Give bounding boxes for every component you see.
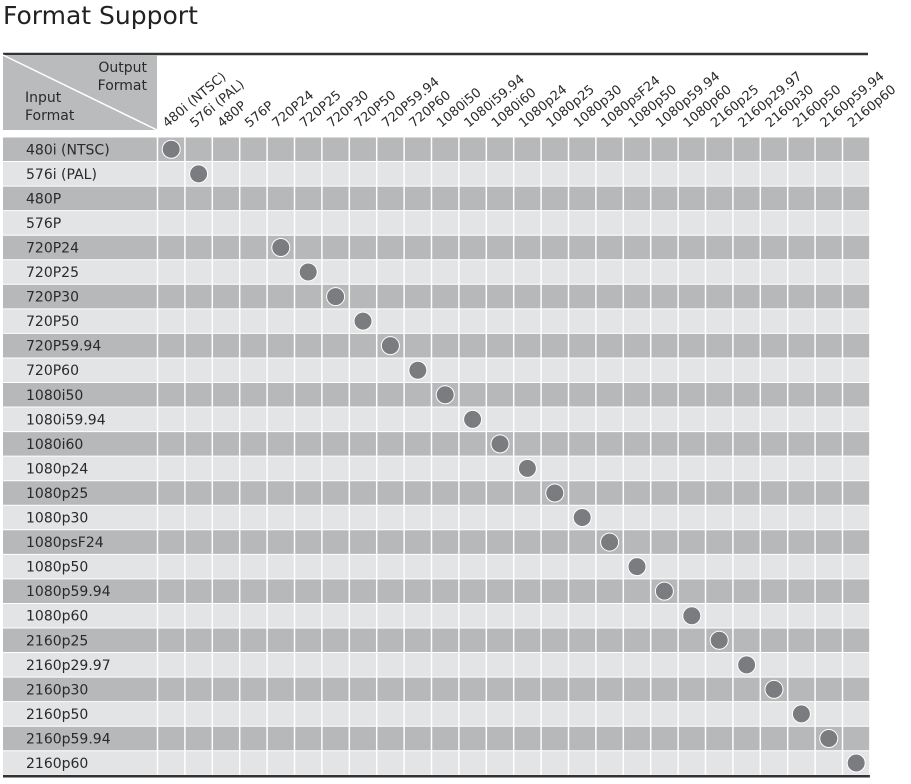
support-dot <box>298 262 318 282</box>
corner-input: Format <box>25 108 75 124</box>
row-band <box>3 603 870 628</box>
row-band <box>3 456 870 481</box>
row-band <box>3 578 870 604</box>
row-label: 720P59.94 <box>26 339 101 355</box>
support-dot <box>654 581 674 601</box>
row-label: 1080i50 <box>26 388 83 404</box>
support-dot <box>737 655 757 675</box>
row-band <box>3 529 870 555</box>
support-dot <box>490 434 510 454</box>
row-label: 1080i60 <box>26 437 83 453</box>
row-band <box>3 161 870 187</box>
row-label: 1080p59.94 <box>26 584 111 600</box>
row-band <box>3 186 870 211</box>
corner-input: Input <box>25 90 62 106</box>
row-label: 720P24 <box>26 240 79 256</box>
support-dot <box>627 557 647 577</box>
row-band <box>3 284 870 309</box>
row-band <box>3 652 870 678</box>
row-band <box>3 407 870 432</box>
support-dot <box>463 409 483 429</box>
support-dot <box>271 237 291 257</box>
row-band <box>3 357 870 383</box>
row-band <box>3 554 870 579</box>
support-dot <box>353 311 373 331</box>
row-label: 1080p30 <box>26 511 88 527</box>
support-dot <box>326 287 346 307</box>
row-label: 720P60 <box>26 363 79 379</box>
row-label: 576i (PAL) <box>26 167 97 183</box>
row-label: 720P50 <box>26 314 79 330</box>
row-band <box>3 628 870 653</box>
row-band <box>3 259 870 285</box>
support-dot <box>819 728 839 748</box>
row-band <box>3 480 870 506</box>
support-dot <box>517 458 537 478</box>
row-label: 2160p59.94 <box>26 731 111 747</box>
row-label: 2160p25 <box>26 633 88 649</box>
row-band <box>3 726 870 751</box>
row-band <box>3 677 870 702</box>
support-dot <box>161 139 181 159</box>
row-label: 1080psF24 <box>26 535 104 551</box>
support-dot <box>380 336 400 356</box>
row-label: 480P <box>26 191 61 207</box>
corner-output: Output <box>98 60 147 76</box>
support-dot <box>435 385 455 405</box>
row-label: 576P <box>26 216 61 232</box>
support-dot <box>846 753 866 773</box>
support-dot <box>764 679 784 699</box>
row-label: 2160p60 <box>26 756 88 772</box>
row-label: 1080p24 <box>26 461 88 477</box>
corner-diagonal <box>2 54 158 131</box>
row-label: 2160p50 <box>26 707 88 723</box>
support-dot <box>682 606 702 626</box>
row-label: 720P30 <box>26 290 79 306</box>
column-label: 576P <box>242 98 277 131</box>
support-dot <box>572 508 592 528</box>
support-dot <box>709 630 729 650</box>
row-label: 1080i59.94 <box>26 412 106 428</box>
support-dot <box>600 532 620 552</box>
row-label: 2160p29.97 <box>26 658 111 674</box>
row-label: 1080p25 <box>26 486 88 502</box>
title: Format Support <box>3 1 198 30</box>
row-band <box>3 308 870 334</box>
row-band <box>3 505 870 530</box>
row-band <box>3 431 870 457</box>
row-label: 720P25 <box>26 265 79 281</box>
row-label: 1080p60 <box>26 609 88 625</box>
row-label: 1080p50 <box>26 560 88 576</box>
row-band <box>3 210 870 236</box>
support-dot <box>791 704 811 724</box>
row-band <box>3 750 870 776</box>
row-label: 480i (NTSC) <box>26 142 110 158</box>
row-band <box>3 333 870 358</box>
support-dot <box>189 164 209 184</box>
corner-output: Format <box>98 78 148 94</box>
support-dot <box>408 360 428 380</box>
row-band <box>3 235 870 260</box>
support-dot <box>545 483 565 503</box>
row-band <box>3 701 870 727</box>
row-label: 2160p30 <box>26 682 88 698</box>
row-band <box>3 137 870 162</box>
